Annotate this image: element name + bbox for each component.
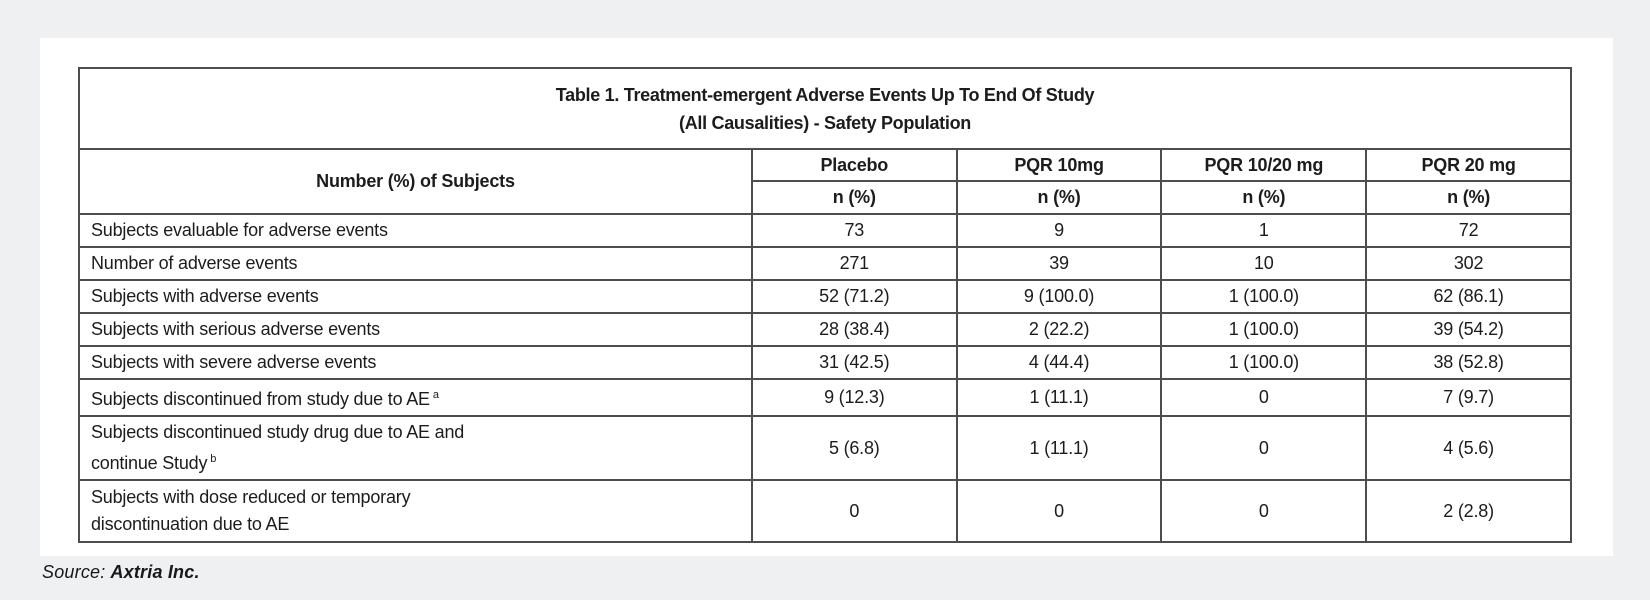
table-title-line2: (All Causalities) - Safety Population (679, 112, 971, 133)
data-cell: 39 (54.2) (1365, 312, 1572, 347)
table-row: Subjects discontinued study drug due to … (78, 415, 1572, 481)
column-header-pqr-20mg: PQR 20 mg (1365, 148, 1572, 182)
data-cell: 4 (44.4) (955, 345, 1163, 380)
data-cell: 9 (955, 213, 1163, 248)
data-cell: 1 (1160, 213, 1368, 248)
table-row: Subjects discontinued from study due to … (78, 378, 1572, 417)
row-label: Subjects with dose reduced or temporary d… (78, 479, 753, 543)
subheader-n-pct-pqr-10mg: n (%) (955, 180, 1163, 215)
table-row: Number of adverse events 271 39 10 302 (78, 246, 1572, 281)
row-label: Subjects with severe adverse events (78, 345, 753, 380)
data-cell: 9 (100.0) (955, 279, 1163, 314)
row-label: Subjects with adverse events (78, 279, 753, 314)
data-cell: 2 (2.8) (1365, 479, 1572, 543)
column-header-placebo: Placebo (750, 148, 958, 182)
row-label: Subjects discontinued study drug due to … (78, 415, 753, 481)
table-title-row: Table 1. Treatment-emergent Adverse Even… (78, 67, 1572, 150)
row-header-label: Number (%) of Subjects (78, 148, 753, 215)
data-cell: 39 (955, 246, 1163, 281)
data-cell: 38 (52.8) (1365, 345, 1572, 380)
data-cell: 0 (1160, 415, 1368, 481)
adverse-events-table: Table 1. Treatment-emergent Adverse Even… (78, 67, 1572, 543)
row-label: Subjects evaluable for adverse events (78, 213, 753, 248)
data-cell: 4 (5.6) (1365, 415, 1572, 481)
subheader-n-pct-placebo: n (%) (750, 180, 958, 215)
data-cell: 1 (11.1) (955, 415, 1163, 481)
data-cell: 9 (12.3) (750, 378, 958, 417)
table-row: Subjects with dose reduced or temporary d… (78, 479, 1572, 543)
data-cell: 1 (100.0) (1160, 345, 1368, 380)
data-cell: 0 (1160, 479, 1368, 543)
data-cell: 7 (9.7) (1365, 378, 1572, 417)
data-cell: 1 (11.1) (955, 378, 1163, 417)
subheader-n-pct-pqr-10-20mg: n (%) (1160, 180, 1368, 215)
table-body: Subjects evaluable for adverse events 73 9… (78, 213, 1572, 543)
column-header-pqr-10mg: PQR 10mg (955, 148, 1163, 182)
column-header-pqr-10-20mg: PQR 10/20 mg (1160, 148, 1368, 182)
data-cell: 1 (100.0) (1160, 279, 1368, 314)
data-cell: 31 (42.5) (750, 345, 958, 380)
data-cell: 5 (6.8) (750, 415, 958, 481)
data-cell: 0 (750, 479, 958, 543)
table-title-line1: Table 1. Treatment-emergent Adverse Even… (555, 84, 1095, 105)
row-label: Subjects discontinued from study due to … (78, 378, 753, 417)
column-subheader-row: n (%) n (%) n (%) n (%) (79, 180, 1572, 215)
subheader-n-pct-pqr-20mg: n (%) (1365, 180, 1572, 215)
data-cell: 1 (100.0) (1160, 312, 1368, 347)
data-cell: 302 (1365, 246, 1572, 281)
footnote-marker: b (210, 453, 217, 465)
table-row: Subjects with serious adverse events 28 (… (78, 312, 1572, 347)
data-cell: 0 (955, 479, 1163, 543)
data-cell: 10 (1160, 246, 1368, 281)
table-row: Subjects evaluable for adverse events 73 9… (78, 213, 1572, 248)
data-cell: 73 (750, 213, 958, 248)
source-prefix: Source: (42, 562, 106, 582)
row-label: Subjects with serious adverse events (78, 312, 753, 347)
data-cell: 72 (1365, 213, 1572, 248)
footnote-marker: a (432, 389, 439, 401)
table-title: Table 1. Treatment-emergent Adverse Even… (78, 67, 1572, 150)
data-cell: 62 (86.1) (1365, 279, 1572, 314)
content-card: Table 1. Treatment-emergent Adverse Even… (40, 38, 1613, 556)
column-group-header-row: Number (%) of Subjects Placebo PQR 10mg … (78, 148, 1572, 215)
data-cell: 28 (38.4) (750, 312, 958, 347)
source-caption: Source: Axtria Inc. (42, 562, 200, 583)
data-cell: 0 (1160, 378, 1368, 417)
table-row: Subjects with severe adverse events 31 (4… (78, 345, 1572, 380)
source-name: Axtria Inc. (110, 562, 200, 582)
table-row: Subjects with adverse events 52 (71.2) 9 (… (78, 279, 1572, 314)
data-cell: 271 (750, 246, 958, 281)
data-cell: 52 (71.2) (750, 279, 958, 314)
row-label: Number of adverse events (78, 246, 753, 281)
data-cell: 2 (22.2) (955, 312, 1163, 347)
